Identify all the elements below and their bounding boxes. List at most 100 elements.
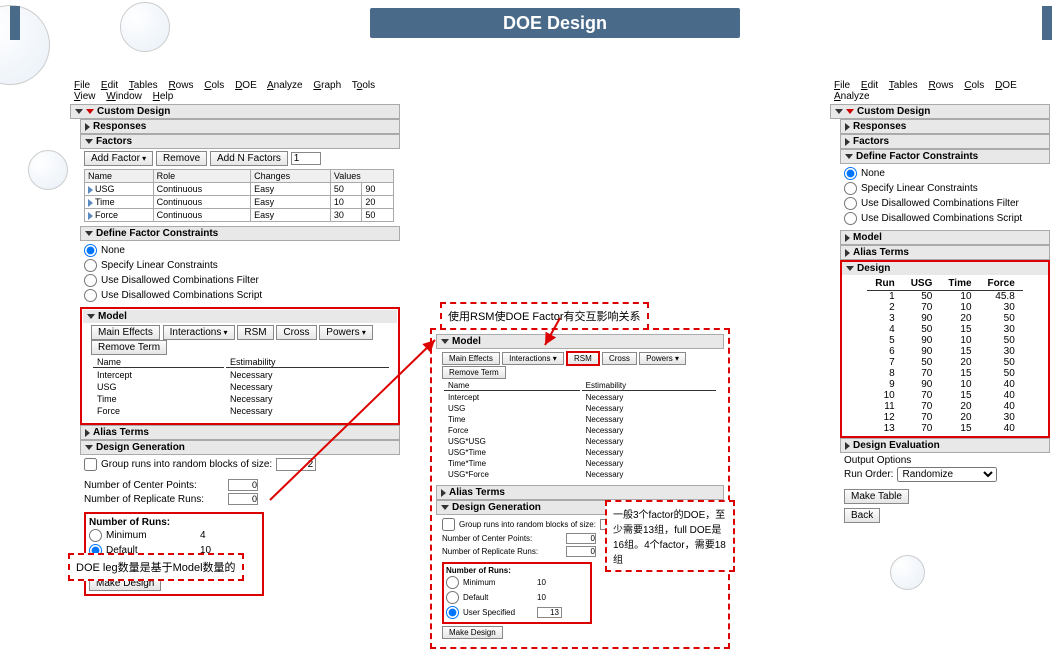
menu-rows[interactable]: Rows (928, 80, 953, 91)
responses-header[interactable]: Responses (80, 119, 400, 134)
design-eval-header[interactable]: Design Evaluation (840, 438, 1050, 453)
menu-tables[interactable]: Tables (129, 80, 158, 91)
interactions-button[interactable]: Interactions (502, 352, 564, 365)
callout-rsm: 使用RSM使DOE Factor有交互影响关系 (440, 302, 649, 330)
model-header-right[interactable]: Model (840, 230, 1050, 245)
custom-design-header[interactable]: Custom Design (70, 104, 400, 119)
constraints-body-right: None Specify Linear Constraints Use Disa… (830, 164, 1050, 230)
responses-header[interactable]: Responses (840, 119, 1050, 134)
table-row: 1501045.8 (867, 291, 1023, 303)
table-row: 9901040 (867, 379, 1023, 390)
menu-graph[interactable]: Graph (313, 80, 341, 91)
powers-button[interactable]: Powers (639, 352, 686, 365)
model-body-mid: Main Effects Interactions RSM Cross Powe… (436, 349, 724, 485)
menubar-left: File Edit Tables Rows Cols DOE Analyze G… (70, 78, 400, 104)
menu-cols[interactable]: Cols (204, 80, 224, 91)
remove-factor-button[interactable]: Remove (156, 151, 207, 166)
menu-tables[interactable]: Tables (889, 80, 918, 91)
model-table-left: NameEstimability InterceptNecessary USGN… (91, 355, 391, 418)
table-row: 10701540 (867, 390, 1023, 401)
constraint-filter-radio[interactable] (84, 274, 97, 287)
design-header[interactable]: Design (842, 262, 1048, 275)
table-row: USGContinuousEasy5090 (85, 183, 394, 196)
menu-rows[interactable]: Rows (168, 80, 193, 91)
table-row: 12702030 (867, 412, 1023, 423)
menu-doe[interactable]: DOE (235, 80, 257, 91)
menu-edit[interactable]: Edit (101, 80, 118, 91)
factors-header[interactable]: Factors (840, 134, 1050, 149)
custom-design-header[interactable]: Custom Design (830, 104, 1050, 119)
design-gen-header-left[interactable]: Design Generation (80, 440, 400, 455)
right-doe-panel: File Edit Tables Rows Cols DOE Analyze C… (830, 78, 1050, 527)
run-order-select[interactable]: Randomize (897, 467, 997, 482)
alias-header-left[interactable]: Alias Terms (80, 425, 400, 440)
add-factor-button[interactable]: Add Factor (84, 151, 153, 166)
constraint-none-radio[interactable] (84, 244, 97, 257)
table-row: 7502050 (867, 357, 1023, 368)
bubble-decor (120, 2, 170, 52)
model-header-mid[interactable]: Model (436, 334, 724, 349)
menu-doe[interactable]: DOE (995, 80, 1017, 91)
menu-file[interactable]: File (74, 80, 90, 91)
back-button[interactable]: Back (844, 508, 880, 523)
runs-redbox-mid: Number of Runs: Minimum10 Default10 User… (442, 562, 592, 624)
bubble-decor (0, 5, 50, 85)
factors-body: Add Factor Remove Add N Factors NameRole… (70, 149, 400, 226)
alias-header-right[interactable]: Alias Terms (840, 245, 1050, 260)
left-doe-panel: File Edit Tables Rows Cols DOE Analyze G… (70, 78, 400, 600)
constraint-script-radio[interactable] (84, 289, 97, 302)
group-runs-checkbox[interactable] (442, 518, 455, 531)
design-redbox-right: Design RunUSGTimeForce 1501045.827010303… (840, 260, 1050, 438)
menu-cols[interactable]: Cols (964, 80, 984, 91)
menu-edit[interactable]: Edit (861, 80, 878, 91)
design-table: RunUSGTimeForce 1501045.8270103039020504… (867, 277, 1023, 434)
menu-window[interactable]: Window (106, 91, 142, 102)
bubble-decor (28, 150, 68, 190)
menu-analyze[interactable]: Analyze (834, 91, 870, 102)
group-runs-checkbox[interactable] (84, 458, 97, 471)
replicate-runs-input[interactable] (228, 493, 258, 505)
menu-help[interactable]: Help (153, 91, 174, 102)
factors-table: NameRoleChangesValues USGContinuousEasy5… (84, 169, 394, 222)
cross-button[interactable]: Cross (602, 352, 637, 365)
powers-button[interactable]: Powers (319, 325, 373, 340)
table-row: 11702040 (867, 401, 1023, 412)
menu-analyze[interactable]: Analyze (267, 80, 303, 91)
model-header[interactable]: Model (83, 310, 397, 323)
model-redbox-left: Model Main Effects Interactions RSM Cros… (80, 307, 400, 425)
constraints-body: None Specify Linear Constraints Use Disa… (70, 241, 400, 307)
table-row: 2701030 (867, 302, 1023, 313)
menu-file[interactable]: File (834, 80, 850, 91)
center-points-input[interactable] (228, 479, 258, 491)
table-row: 6901530 (867, 346, 1023, 357)
rsm-button[interactable]: RSM (237, 325, 273, 340)
make-design-button[interactable]: Make Design (442, 626, 503, 639)
constraints-header[interactable]: Define Factor Constraints (80, 226, 400, 241)
table-row: 4501530 (867, 324, 1023, 335)
rsm-button-highlighted[interactable]: RSM (566, 351, 600, 366)
menu-view[interactable]: View (74, 91, 96, 102)
model-table-mid: NameEstimability InterceptNecessary USGN… (442, 379, 718, 481)
remove-term-button[interactable]: Remove Term (91, 340, 167, 355)
remove-term-button[interactable]: Remove Term (442, 366, 506, 379)
output-body: Output Options Run Order: Randomize Make… (830, 453, 1050, 527)
callout-legs: DOE leg数量是基于Model数量的 (68, 553, 244, 581)
table-row: ForceContinuousEasy3050 (85, 209, 394, 222)
menu-tools[interactable]: Tools (352, 80, 375, 91)
runs-min-radio[interactable] (89, 529, 102, 542)
constraints-header[interactable]: Define Factor Constraints (840, 149, 1050, 164)
add-n-factors-button[interactable]: Add N Factors (210, 151, 288, 166)
alias-header-mid[interactable]: Alias Terms (436, 485, 724, 500)
cross-button[interactable]: Cross (276, 325, 316, 340)
factors-header[interactable]: Factors (80, 134, 400, 149)
main-effects-button[interactable]: Main Effects (442, 352, 500, 365)
constraint-linear-radio[interactable] (84, 259, 97, 272)
add-n-factors-input[interactable] (291, 152, 321, 165)
table-row: 13701540 (867, 423, 1023, 434)
slide-title: DOE Design (370, 8, 740, 38)
group-size-input[interactable] (276, 458, 316, 471)
main-effects-button[interactable]: Main Effects (91, 325, 160, 340)
model-body-left: Main Effects Interactions RSM Cross Powe… (83, 323, 397, 422)
interactions-button[interactable]: Interactions (163, 325, 235, 340)
make-table-button[interactable]: Make Table (844, 489, 909, 504)
